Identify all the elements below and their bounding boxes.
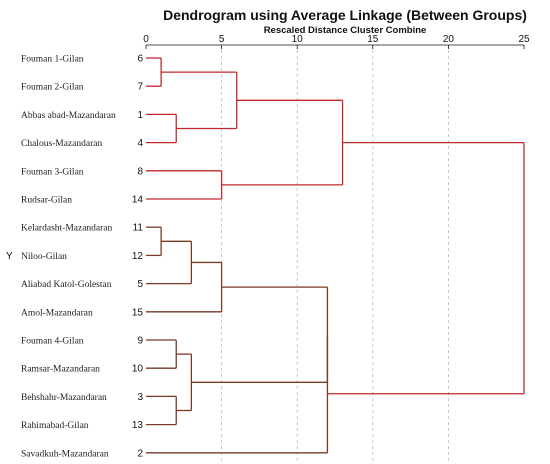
selected-case-marker: Y: [6, 251, 13, 262]
x-tick-label: 5: [219, 34, 225, 45]
x-tick-label: 0: [143, 34, 149, 45]
leaf-number: 10: [132, 364, 144, 375]
leaf-label: Fouman 1-Gilan: [21, 55, 84, 65]
leaf-label: Amol-Mazandaran: [21, 308, 93, 318]
leaf-label: Abbas abad-Mazandaran: [21, 111, 116, 121]
leaf-label: Ramsar-Mazandaran: [21, 365, 100, 375]
x-tick-label: 10: [292, 34, 304, 45]
leaf-number: 6: [137, 54, 143, 65]
leaf-number: 9: [137, 336, 143, 347]
leaf-number: 15: [132, 307, 144, 318]
leaf-number: 3: [137, 392, 143, 403]
x-tick-label: 20: [443, 34, 455, 45]
leaf-number: 4: [137, 138, 143, 149]
leaf-number: 5: [137, 279, 143, 290]
x-tick-label: 25: [518, 34, 530, 45]
x-tick-label: 15: [367, 34, 379, 45]
grid-lines: [221, 50, 449, 461]
leaf-number: 8: [137, 166, 143, 177]
leaf-labels: Fouman 1-Gilan 6 Fouman 2-Gilan 7 Abbas abad…: [6, 54, 143, 460]
leaf-label: Niloo-Gilan: [21, 252, 67, 262]
leaf-label: Chalous-Mazandaran: [21, 139, 102, 149]
leaf-number: 1: [137, 110, 143, 121]
dendrogram-links: [146, 57, 525, 454]
chart-title: Dendrogram using Average Linkage (Betwee…: [163, 7, 527, 23]
leaf-label: Behshahr-Mazandaran: [21, 393, 107, 403]
leaf-label: Fouman 2-Gilan: [21, 83, 84, 93]
leaf-number: 14: [132, 195, 144, 206]
leaf-number: 7: [137, 82, 143, 93]
leaf-label: Fouman 3-Gilan: [21, 167, 84, 177]
leaf-number: 13: [132, 420, 144, 431]
leaf-label: Aliabad Katol-Golestan: [21, 280, 112, 290]
leaf-number: 2: [137, 448, 143, 459]
x-axis: 0 5 10 15 20 25: [143, 34, 530, 49]
leaf-label: Kelardasht-Mazandaran: [21, 224, 113, 234]
leaf-number: 11: [133, 223, 144, 234]
leaf-label: Rahimabad-Gilan: [21, 421, 89, 431]
leaf-label: Rudsar-Gilan: [21, 196, 72, 206]
leaf-number: 12: [132, 251, 144, 262]
leaf-label: Savadkuh-Mazandaran: [21, 449, 109, 459]
x-axis-label: Rescaled Distance Cluster Combine: [264, 25, 427, 36]
leaf-label: Fouman 4-Gilan: [21, 337, 84, 347]
